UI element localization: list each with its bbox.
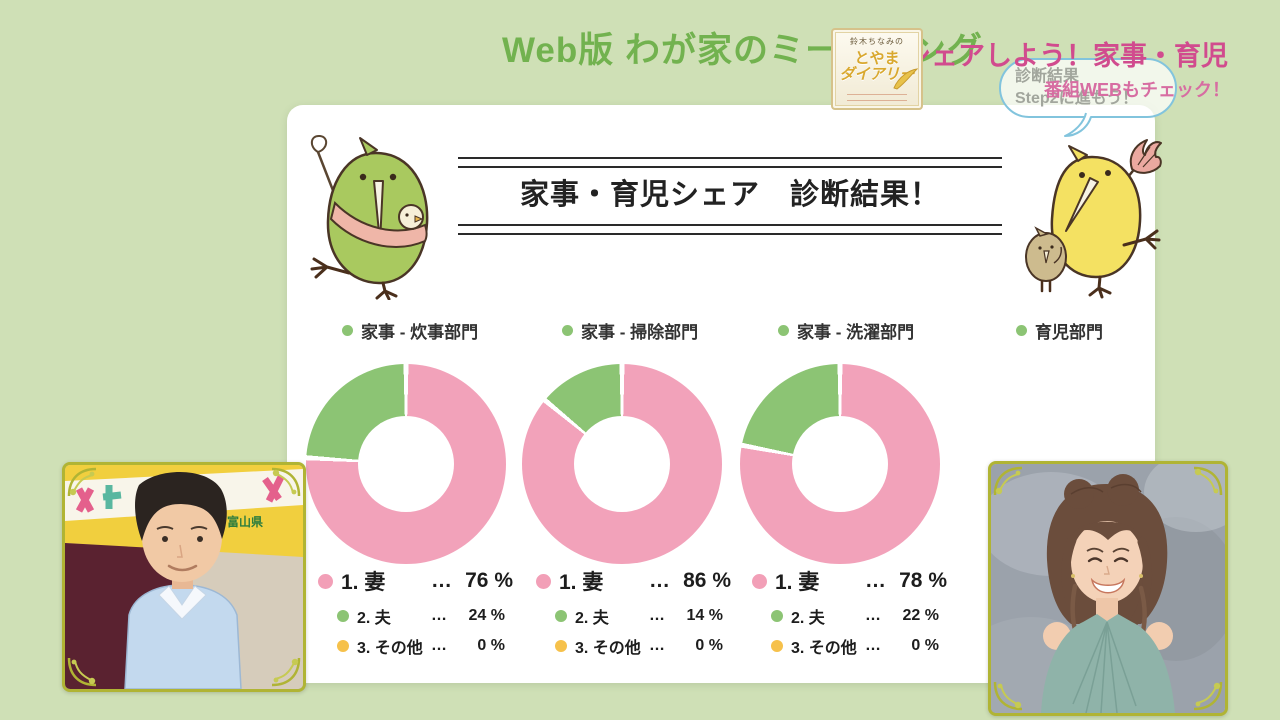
legend-label: 1. 妻: [559, 571, 604, 594]
legend-dots: …: [649, 607, 665, 624]
legend-dots: …: [865, 607, 881, 624]
legend-label: 3. その他: [357, 640, 423, 657]
legend-label: 3. その他: [575, 640, 641, 657]
other-dot-icon: [771, 640, 783, 652]
program-logo: 鈴木ちなみの とやま ダイアリー: [831, 28, 923, 110]
section-label-text: 育児部門: [1035, 323, 1103, 342]
legend-row-husband: 2. 夫 … 24 %: [337, 604, 528, 628]
legend-cooking: 1. 妻 … 76 % 2. 夫 … 24 % 3. その他 … 0 %: [318, 566, 528, 664]
husband-dot-icon: [771, 610, 783, 622]
board-title: 家事・育児シェア 診断結果！: [519, 179, 940, 211]
section-label-text: 家事 - 掃除部門: [581, 323, 699, 342]
section-label-childcare: 育児部門: [1016, 318, 1103, 343]
section-label-text: 家事 - 洗濯部門: [797, 323, 915, 342]
title-rule-top: [458, 157, 1002, 168]
legend-dots: …: [865, 569, 886, 592]
legend-dots: …: [649, 637, 665, 654]
video-feed-left: 富山県: [62, 462, 306, 692]
wife-dot-icon: [752, 573, 767, 589]
legend-label: 2. 夫: [357, 610, 391, 627]
male-guest-scene: 富山県: [65, 465, 303, 689]
legend-label: 1. 妻: [341, 571, 386, 594]
legend-value: 0 %: [911, 637, 939, 654]
donut-hole: [792, 416, 888, 512]
donut-chart-cleaning: [522, 364, 722, 564]
logo-subtitle-decoration: [847, 94, 907, 101]
donut-hole: [358, 416, 454, 512]
other-dot-icon: [337, 640, 349, 652]
legend-laundry: 1. 妻 … 78 % 2. 夫 … 22 % 3. その他 … 0 %: [752, 566, 962, 664]
video-feed-right: [988, 461, 1228, 716]
legend-value: 22 %: [902, 607, 939, 624]
legend-cleaning: 1. 妻 … 86 % 2. 夫 … 14 % 3. その他 … 0 %: [536, 566, 746, 664]
legend-dots: …: [431, 569, 452, 592]
bubble-line1: 診断結果: [1015, 68, 1080, 85]
female-guest-scene: [991, 464, 1225, 713]
legend-value: 86 %: [683, 569, 731, 592]
legend-value: 78 %: [899, 569, 947, 592]
donut-hole: [574, 416, 670, 512]
section-label-laundry: 家事 - 洗濯部門: [778, 318, 914, 343]
legend-value: 14 %: [686, 607, 723, 624]
legend-dots: …: [431, 607, 447, 624]
section-label-cleaning: 家事 - 掃除部門: [562, 318, 698, 343]
legend-row-wife: 1. 妻 … 78 %: [752, 566, 962, 596]
speech-bubble: 診断結果 Step2に進もう！: [999, 58, 1177, 119]
legend-row-husband: 2. 夫 … 22 %: [771, 604, 962, 628]
legend-label: 3. その他: [791, 640, 857, 657]
bullet-icon: [778, 325, 789, 336]
legend-row-other: 3. その他 … 0 %: [771, 634, 962, 658]
toyama-pref-text: 富山県: [227, 514, 263, 529]
legend-row-other: 3. その他 … 0 %: [555, 634, 746, 658]
legend-dots: …: [431, 637, 447, 654]
other-dot-icon: [555, 640, 567, 652]
legend-row-other: 3. その他 … 0 %: [337, 634, 528, 658]
husband-dot-icon: [337, 610, 349, 622]
title-rule-bottom: [458, 224, 1002, 235]
bullet-icon: [1016, 325, 1027, 336]
green-kiwi-character: [310, 134, 429, 300]
quill-feather-icon: [893, 68, 918, 90]
section-label-text: 家事 - 炊事部門: [361, 323, 479, 342]
bullet-icon: [562, 325, 573, 336]
legend-row-wife: 1. 妻 … 86 %: [536, 566, 746, 596]
legend-value: 24 %: [468, 607, 505, 624]
legend-value: 76 %: [465, 569, 513, 592]
bullet-icon: [342, 325, 353, 336]
yellow-kiwi-character: [1025, 139, 1162, 299]
wife-dot-icon: [318, 573, 333, 589]
web-check-text: 番組WEBもチェック！: [1044, 80, 1230, 100]
husband-dot-icon: [555, 610, 567, 622]
logo-title-line1: とやま: [854, 50, 900, 67]
logo-title-line2: ダイアリー: [839, 66, 915, 84]
legend-value: 0 %: [695, 637, 723, 654]
section-label-cooking: 家事 - 炊事部門: [342, 318, 478, 343]
wife-dot-icon: [536, 573, 551, 589]
legend-row-husband: 2. 夫 … 14 %: [555, 604, 746, 628]
legend-label: 2. 夫: [791, 610, 825, 627]
donut-chart-laundry: [740, 364, 940, 564]
donut-chart-cooking: [306, 364, 506, 564]
legend-label: 2. 夫: [575, 610, 609, 627]
bubble-line2: Step2に進もう！: [1015, 89, 1139, 107]
legend-dots: …: [649, 569, 670, 592]
speech-bubble-tail: [1064, 112, 1092, 137]
legend-value: 0 %: [477, 637, 505, 654]
legend-row-wife: 1. 妻 … 76 %: [318, 566, 528, 596]
legend-dots: …: [865, 637, 881, 654]
legend-label: 1. 妻: [775, 571, 820, 594]
logo-writer-text: 鈴木ちなみの: [850, 37, 904, 46]
